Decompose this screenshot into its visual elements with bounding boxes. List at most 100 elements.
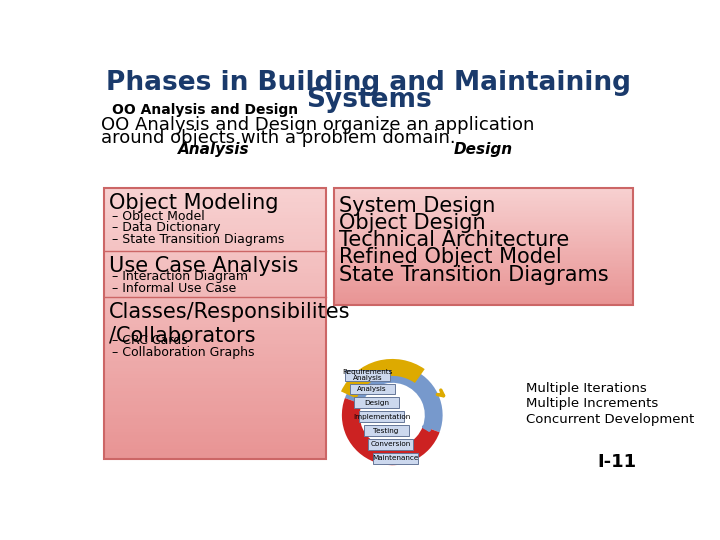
- Bar: [334, 228, 632, 231]
- Bar: [334, 256, 632, 258]
- Text: Multiple Increments: Multiple Increments: [526, 397, 658, 410]
- Bar: [334, 288, 632, 291]
- Bar: [334, 227, 632, 229]
- Bar: [334, 302, 632, 303]
- Bar: [334, 189, 632, 191]
- Wedge shape: [342, 398, 440, 465]
- Bar: [104, 364, 326, 368]
- Text: – Interaction Diagram: – Interaction Diagram: [112, 271, 248, 284]
- Bar: [334, 230, 632, 232]
- Text: System Design: System Design: [339, 195, 495, 215]
- Bar: [334, 204, 632, 206]
- Bar: [104, 394, 326, 398]
- Bar: [104, 438, 326, 442]
- Bar: [334, 236, 632, 238]
- Bar: [104, 388, 326, 392]
- Bar: [334, 265, 632, 267]
- Bar: [104, 187, 326, 191]
- Bar: [104, 272, 326, 276]
- Wedge shape: [341, 359, 425, 399]
- Bar: [334, 224, 632, 226]
- Bar: [334, 211, 632, 213]
- Bar: [104, 391, 326, 395]
- Bar: [104, 401, 326, 405]
- Bar: [104, 252, 326, 256]
- Bar: [104, 452, 326, 456]
- Bar: [104, 418, 326, 422]
- Bar: [334, 269, 632, 272]
- Bar: [334, 290, 632, 292]
- Bar: [334, 277, 632, 279]
- Bar: [104, 266, 326, 269]
- Bar: [334, 299, 632, 301]
- Bar: [104, 188, 326, 459]
- Bar: [334, 205, 632, 207]
- Bar: [334, 187, 632, 190]
- FancyBboxPatch shape: [354, 397, 399, 408]
- Bar: [104, 239, 326, 242]
- Bar: [104, 343, 326, 347]
- Bar: [334, 262, 632, 264]
- Bar: [104, 228, 326, 232]
- Bar: [334, 275, 632, 277]
- Bar: [334, 298, 632, 299]
- Bar: [334, 214, 632, 216]
- Bar: [104, 242, 326, 246]
- FancyBboxPatch shape: [373, 453, 418, 464]
- Bar: [334, 258, 632, 260]
- Bar: [104, 225, 326, 228]
- Bar: [104, 296, 326, 300]
- Bar: [334, 252, 632, 254]
- Text: Phases in Building and Maintaining: Phases in Building and Maintaining: [107, 70, 631, 96]
- Bar: [334, 210, 632, 211]
- Text: Design: Design: [364, 400, 390, 406]
- FancyBboxPatch shape: [368, 439, 413, 450]
- Bar: [334, 303, 632, 305]
- Bar: [334, 248, 632, 249]
- Bar: [334, 234, 632, 237]
- Bar: [334, 222, 632, 225]
- Bar: [334, 208, 632, 210]
- Bar: [334, 259, 632, 261]
- Bar: [104, 357, 326, 361]
- Bar: [334, 188, 632, 305]
- Text: Conversion: Conversion: [371, 441, 411, 448]
- Text: Design: Design: [454, 142, 513, 157]
- Text: Concurrent Development: Concurrent Development: [526, 413, 694, 426]
- Bar: [104, 218, 326, 222]
- Bar: [104, 293, 326, 296]
- Bar: [104, 367, 326, 371]
- Text: – Informal Use Case: – Informal Use Case: [112, 282, 236, 295]
- Bar: [334, 274, 632, 276]
- Bar: [104, 282, 326, 286]
- Bar: [104, 445, 326, 449]
- Bar: [104, 201, 326, 205]
- Bar: [334, 221, 632, 223]
- Bar: [334, 273, 632, 274]
- Bar: [104, 248, 326, 252]
- Bar: [104, 381, 326, 384]
- Bar: [334, 283, 632, 285]
- Bar: [334, 278, 632, 280]
- Bar: [334, 253, 632, 255]
- Bar: [334, 239, 632, 241]
- Bar: [104, 431, 326, 435]
- Bar: [104, 415, 326, 419]
- Bar: [104, 198, 326, 201]
- Text: Analysis: Analysis: [357, 386, 387, 392]
- Bar: [104, 269, 326, 273]
- Text: around objects with a problem domain.: around objects with a problem domain.: [101, 129, 456, 147]
- Bar: [334, 197, 632, 198]
- Bar: [334, 261, 632, 262]
- Text: Implementation: Implementation: [353, 414, 410, 420]
- Bar: [334, 192, 632, 194]
- FancyBboxPatch shape: [359, 411, 404, 422]
- Bar: [104, 350, 326, 354]
- Text: Technical Architecture: Technical Architecture: [339, 230, 569, 249]
- Bar: [104, 377, 326, 381]
- Bar: [334, 296, 632, 298]
- Text: Classes/Responsibilites
/Collaborators: Classes/Responsibilites /Collaborators: [109, 302, 350, 345]
- Bar: [104, 425, 326, 429]
- Bar: [104, 428, 326, 432]
- Bar: [104, 455, 326, 459]
